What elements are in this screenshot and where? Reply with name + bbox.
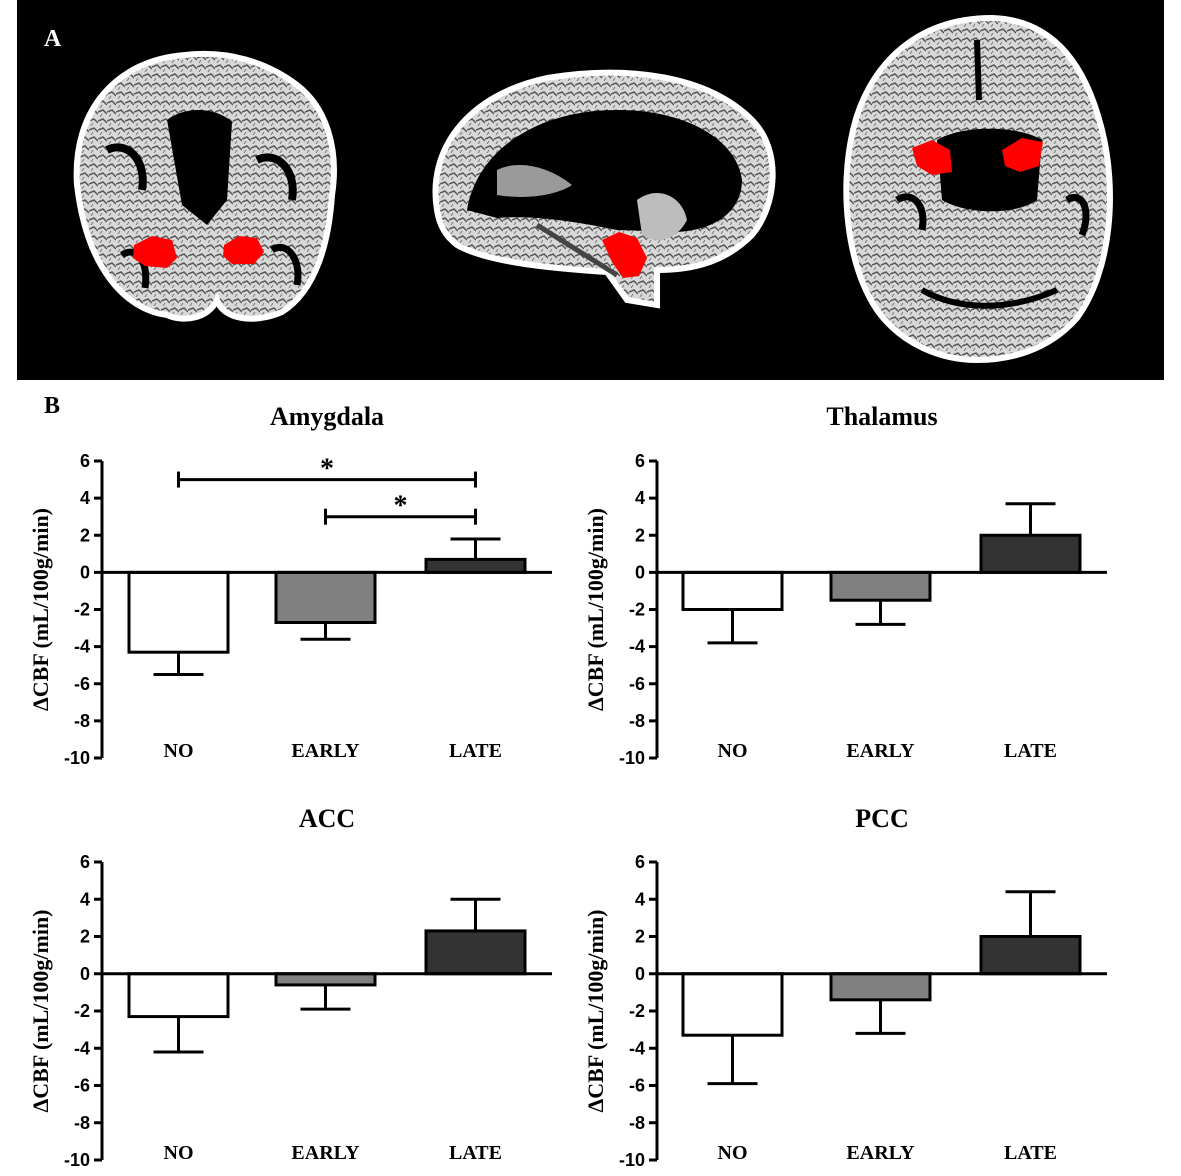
y-tick-label: -2 xyxy=(629,1001,645,1021)
y-tick-label: -4 xyxy=(629,1038,645,1058)
y-tick-label: -6 xyxy=(629,674,645,694)
chart-title: Amygdala xyxy=(270,402,384,431)
category-label: NO xyxy=(718,740,748,762)
chart-title: ACC xyxy=(299,804,355,833)
brain-image-panel xyxy=(17,0,1164,380)
category-label: EARLY xyxy=(291,1142,360,1164)
y-axis-label: ΔCBF (mL/100g/min) xyxy=(583,508,608,711)
y-tick-label: -8 xyxy=(74,1113,90,1133)
y-tick-label: 2 xyxy=(80,927,90,947)
y-tick-label: 4 xyxy=(635,889,645,909)
roi-left-amygdala-coronal xyxy=(133,236,177,268)
y-tick-label: 4 xyxy=(80,488,90,508)
chart-title: Thalamus xyxy=(826,402,937,431)
bar-no xyxy=(681,972,784,1037)
y-tick-label: -4 xyxy=(629,637,645,657)
y-tick-label: -10 xyxy=(619,1150,645,1170)
y-tick-label: 2 xyxy=(80,525,90,545)
bar-early xyxy=(274,972,377,987)
y-tick-label: -10 xyxy=(64,1150,90,1170)
y-tick-label: 0 xyxy=(635,964,645,984)
bar-late xyxy=(979,533,1082,574)
category-label: NO xyxy=(164,1142,194,1164)
roi-amygdala-sagittal xyxy=(602,232,647,278)
y-tick-label: 2 xyxy=(635,525,645,545)
y-tick-label: -2 xyxy=(74,1001,90,1021)
bar-early xyxy=(274,570,377,624)
category-label: EARLY xyxy=(846,740,915,762)
chart-title: PCC xyxy=(855,804,908,833)
significance-star: * xyxy=(320,454,334,485)
category-label: LATE xyxy=(1004,740,1057,762)
bar-early xyxy=(829,972,932,1002)
y-tick-label: -6 xyxy=(74,674,90,694)
y-tick-label: 4 xyxy=(80,889,90,909)
bar-late xyxy=(979,935,1082,976)
y-tick-label: -4 xyxy=(74,1038,90,1058)
y-tick-label: 6 xyxy=(635,852,645,872)
roi-right-amygdala-coronal xyxy=(223,236,264,264)
roi-left-amygdala-axial xyxy=(912,140,952,175)
y-tick-label: 6 xyxy=(80,451,90,471)
bar-late xyxy=(424,929,527,976)
bar-no xyxy=(127,972,230,1019)
axial-view xyxy=(843,14,1113,364)
panel-label-a: A xyxy=(44,26,62,52)
y-tick-label: -8 xyxy=(629,711,645,731)
bar-no xyxy=(681,570,784,611)
category-label: LATE xyxy=(1004,1142,1057,1164)
category-label: NO xyxy=(164,740,194,762)
panel-label-b: B xyxy=(44,393,61,419)
y-tick-label: 4 xyxy=(635,488,645,508)
y-tick-label: -6 xyxy=(629,1076,645,1096)
category-label: EARLY xyxy=(291,740,360,762)
sagittal-view xyxy=(432,69,776,309)
y-tick-label: -8 xyxy=(629,1113,645,1133)
significance-star: * xyxy=(394,491,408,522)
category-label: LATE xyxy=(449,740,502,762)
category-label: LATE xyxy=(449,1142,502,1164)
category-label: NO xyxy=(718,1142,748,1164)
bar-late xyxy=(424,557,527,574)
y-tick-label: 6 xyxy=(635,451,645,471)
y-tick-label: 2 xyxy=(635,927,645,947)
roi-right-amygdala-axial xyxy=(1002,138,1043,172)
y-tick-label: -2 xyxy=(629,600,645,620)
category-label: EARLY xyxy=(846,1142,915,1164)
y-tick-label: 0 xyxy=(80,562,90,582)
y-tick-label: -10 xyxy=(64,748,90,768)
y-axis-label: ΔCBF (mL/100g/min) xyxy=(583,909,608,1112)
y-tick-label: 6 xyxy=(80,852,90,872)
bar-no xyxy=(127,570,230,654)
y-axis-label: ΔCBF (mL/100g/min) xyxy=(28,909,53,1112)
coronal-view xyxy=(73,50,337,322)
brain-images xyxy=(73,14,1113,364)
y-tick-label: -8 xyxy=(74,711,90,731)
y-tick-label: 0 xyxy=(80,964,90,984)
bar-early xyxy=(829,570,932,602)
y-tick-label: -6 xyxy=(74,1076,90,1096)
y-axis-label: ΔCBF (mL/100g/min) xyxy=(28,508,53,711)
y-tick-label: -10 xyxy=(619,748,645,768)
y-tick-label: 0 xyxy=(635,562,645,582)
y-tick-label: -4 xyxy=(74,637,90,657)
y-tick-label: -2 xyxy=(74,600,90,620)
